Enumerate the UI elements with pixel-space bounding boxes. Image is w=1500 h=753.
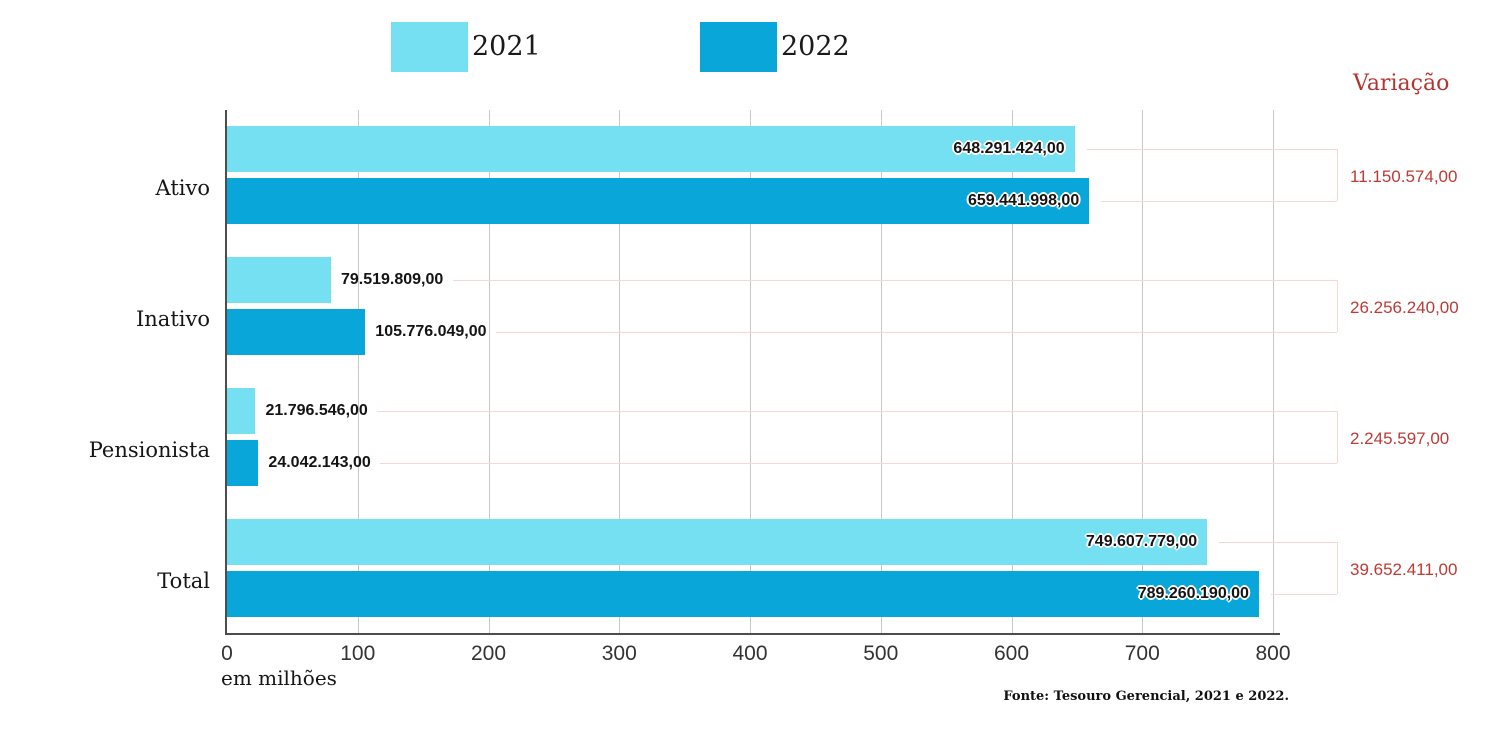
legend-label-2022: 2022 — [781, 31, 850, 62]
x-tick-label-100: 100 — [340, 642, 376, 665]
variation-connector-2021-total — [1219, 541, 1337, 543]
gridline-500 — [880, 110, 882, 633]
gridline-200 — [488, 110, 490, 633]
x-tick-label-300: 300 — [601, 642, 637, 665]
variation-value-total: 39.652.411,00 — [1350, 559, 1458, 579]
bar-2021-ativo — [227, 126, 1075, 173]
category-label-pensionista: Pensionista — [88, 437, 210, 462]
x-tick-label-700: 700 — [1124, 642, 1160, 665]
bar-2021-pensionista — [227, 387, 256, 434]
variation-connector-2022-total — [1270, 593, 1337, 595]
bar-value-label-2022-pensionista: 24.042.143,00 — [268, 453, 371, 471]
bar-value-label-2021-inativo: 79.519.809,00 — [340, 271, 444, 289]
x-tick-label-800: 800 — [1255, 642, 1291, 665]
source-note: Fonte: Tesouro Gerencial, 2021 e 2022. — [1003, 689, 1289, 704]
bar-2022-inativo — [227, 309, 366, 356]
variation-bracket-pensionista — [1337, 410, 1338, 463]
y-axis-line — [225, 110, 227, 633]
bar-2022-pensionista — [227, 439, 259, 486]
bar-value-label-2022-ativo: 659.441.998,00 — [968, 192, 1080, 210]
bar-2022-total — [227, 570, 1259, 617]
bar-value-label-2022-total: 789.260.190,00 — [1137, 584, 1249, 602]
bar-2022-ativo — [227, 178, 1090, 225]
variation-connector-2022-pensionista — [380, 462, 1337, 464]
category-label-inativo: Inativo — [135, 307, 210, 332]
variation-connector-2021-ativo — [1086, 149, 1337, 151]
x-tick-label-600: 600 — [993, 642, 1030, 665]
x-axis-line — [225, 633, 1280, 635]
gridline-100 — [357, 110, 359, 633]
gridline-300 — [619, 110, 621, 633]
gridline-700 — [1142, 110, 1144, 633]
category-label-total: Total — [157, 568, 210, 593]
bar-value-label-2021-pensionista: 21.796.546,00 — [265, 401, 368, 419]
variation-value-pensionista: 2.245.597,00 — [1350, 428, 1450, 448]
x-tick-label-400: 400 — [732, 642, 768, 665]
bar-2021-inativo — [227, 257, 331, 304]
gridline-600 — [1011, 110, 1013, 633]
variation-value-inativo: 26.256.240,00 — [1350, 298, 1459, 318]
x-axis-unit-label: em milhões — [221, 666, 337, 690]
gridline-800 — [1273, 110, 1274, 633]
legend-label-2021: 2021 — [472, 31, 541, 62]
variation-connector-2022-ativo — [1101, 201, 1337, 203]
gridline-400 — [750, 110, 751, 633]
x-tick-label-500: 500 — [863, 642, 899, 665]
x-tick-label-200: 200 — [470, 642, 507, 665]
legend-swatch-2021 — [391, 22, 468, 72]
variation-column-header: Variação — [1353, 71, 1450, 96]
category-label-ativo: Ativo — [155, 176, 210, 201]
x-tick-label-0: 0 — [221, 642, 233, 665]
legend-swatch-2022 — [700, 22, 777, 72]
variation-connector-2022-inativo — [496, 332, 1337, 334]
bar-value-label-2021-ativo: 648.291.424,00 — [953, 140, 1065, 158]
bar-2021-total — [227, 518, 1208, 565]
variation-bracket-inativo — [1337, 280, 1338, 333]
variation-bracket-total — [1337, 541, 1338, 594]
bar-value-label-2021-total: 749.607.779,00 — [1085, 532, 1198, 550]
bar-value-label-2022-inativo: 105.776.049,00 — [375, 323, 487, 341]
variation-value-ativo: 11.150.574,00 — [1350, 167, 1458, 187]
variation-connector-2021-inativo — [452, 280, 1337, 282]
variation-connector-2021-pensionista — [377, 410, 1337, 412]
variation-bracket-ativo — [1337, 149, 1338, 202]
